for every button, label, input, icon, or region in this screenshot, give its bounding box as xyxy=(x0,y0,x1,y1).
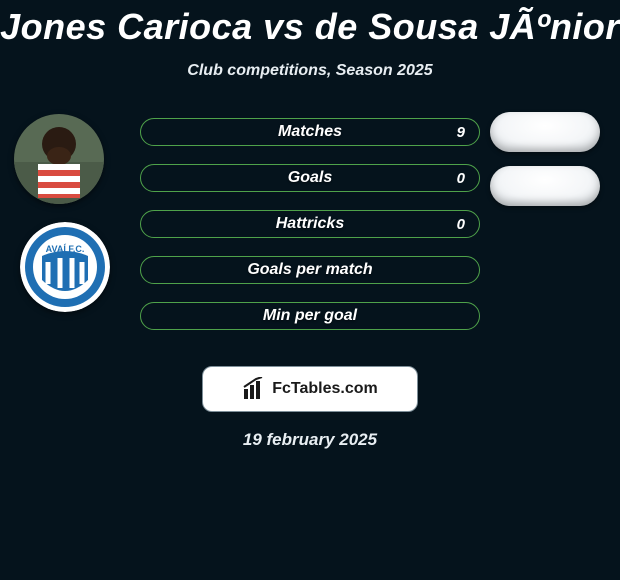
brand-chip: FcTables.com xyxy=(202,366,418,412)
stat-bar: Min per goal xyxy=(140,302,480,330)
stat-bar: Goals per match xyxy=(140,256,480,284)
stat-label: Hattricks xyxy=(141,211,479,237)
stat-bar: Hattricks 0 xyxy=(140,210,480,238)
stat-label: Goals per match xyxy=(141,257,479,283)
page-title: Jones Carioca vs de Sousa JÃºnior xyxy=(0,0,620,48)
stat-row-matches: Matches 9 xyxy=(0,114,620,160)
stat-label: Matches xyxy=(141,119,479,145)
stats-rows: Matches 9 Goals 0 Hattricks 0 Goals per … xyxy=(0,114,620,344)
stat-row-hattricks: Hattricks 0 xyxy=(0,206,620,252)
side-chip xyxy=(490,112,600,152)
brand-text: FcTables.com xyxy=(272,380,378,398)
stat-value: 0 xyxy=(457,165,465,191)
side-chip xyxy=(490,166,600,206)
stat-value: 0 xyxy=(457,211,465,237)
stat-label: Goals xyxy=(141,165,479,191)
page-subtitle: Club competitions, Season 2025 xyxy=(0,62,620,80)
stat-value: 9 xyxy=(457,119,465,145)
stat-bar: Goals 0 xyxy=(140,164,480,192)
stat-bar: Matches 9 xyxy=(140,118,480,146)
brand-logo-icon xyxy=(242,377,266,401)
stat-label: Min per goal xyxy=(141,303,479,329)
stat-row-goals: Goals 0 xyxy=(0,160,620,206)
footer-date: 19 february 2025 xyxy=(0,430,620,450)
stat-row-goals-per-match: Goals per match xyxy=(0,252,620,298)
stat-row-min-per-goal: Min per goal xyxy=(0,298,620,344)
